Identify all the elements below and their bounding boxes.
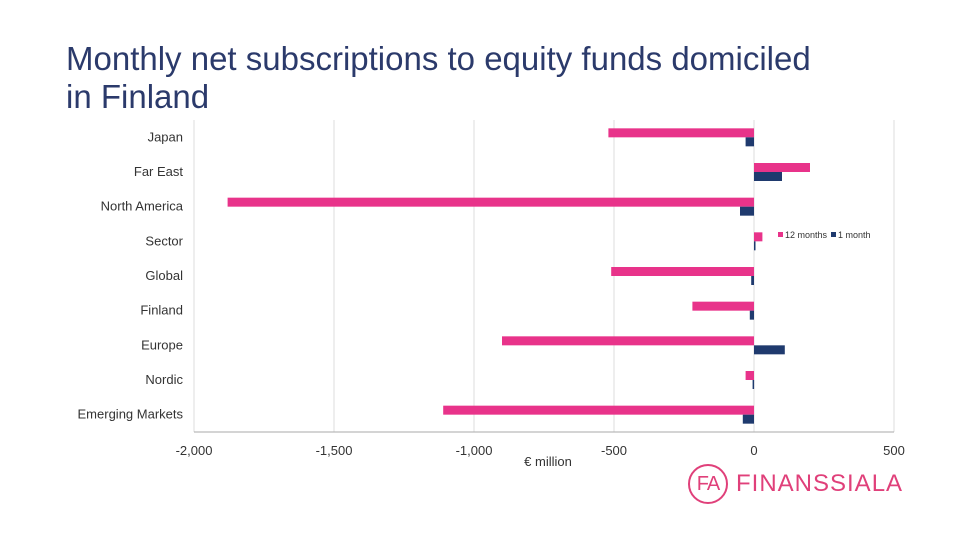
bar-12-months [502, 336, 754, 346]
bar-1-month [754, 345, 785, 355]
category-labels: Japan Far East North America Sector Global Fi… [78, 129, 184, 421]
bar-1-month [745, 137, 754, 147]
x-tick-label: -1,500 [316, 443, 353, 458]
category-label: Nordic [145, 372, 183, 387]
legend-swatch-1-month [831, 232, 836, 237]
chart-title: Monthly net subscriptions to equity fund… [66, 40, 811, 115]
bar-12-months [443, 405, 754, 415]
category-label: Emerging Markets [78, 407, 184, 422]
legend-swatch-12-months [778, 232, 783, 237]
bar-1-month [752, 380, 755, 389]
x-tick-label: -2,000 [176, 443, 213, 458]
x-tick-label: -500 [601, 443, 627, 458]
bar-1-month [740, 206, 754, 216]
category-label: Japan [148, 129, 183, 144]
logo-text: FINANSSIALA [736, 470, 904, 497]
finanssiala-logo: FA FINANSSIALA [688, 462, 903, 506]
legend: 12 months 1 month [778, 230, 871, 240]
tick-labels: -2,000 -1,500 -1,000 -500 0 500 [176, 443, 905, 458]
bar-12-months [754, 163, 810, 172]
x-tick-label: -1,000 [456, 443, 493, 458]
category-label: Sector [145, 233, 183, 248]
bar-1-month [751, 276, 754, 285]
bar-12-months [227, 197, 755, 207]
bar-12-months [608, 128, 754, 138]
bar-12-months [611, 267, 754, 276]
legend-label-12-months: 12 months [785, 230, 828, 240]
x-tick-label: 500 [883, 443, 905, 458]
bar-1-month [754, 241, 756, 251]
category-label: Far East [134, 164, 184, 179]
logo-mark: FA [688, 464, 728, 504]
bars [227, 128, 810, 424]
legend-label-1-month: 1 month [838, 230, 871, 240]
x-axis-label: € million [524, 454, 572, 469]
bar-1-month [754, 172, 782, 181]
bar-1-month [749, 310, 754, 320]
category-label: Global [145, 268, 183, 283]
category-label: Europe [141, 337, 183, 352]
category-label: Finland [140, 303, 183, 318]
bar-12-months [692, 301, 754, 311]
x-tick-label: 0 [750, 443, 757, 458]
bar-12-months [754, 232, 763, 242]
category-label: North America [101, 199, 184, 214]
bar-1-month [742, 414, 754, 424]
bar-12-months [745, 371, 754, 380]
